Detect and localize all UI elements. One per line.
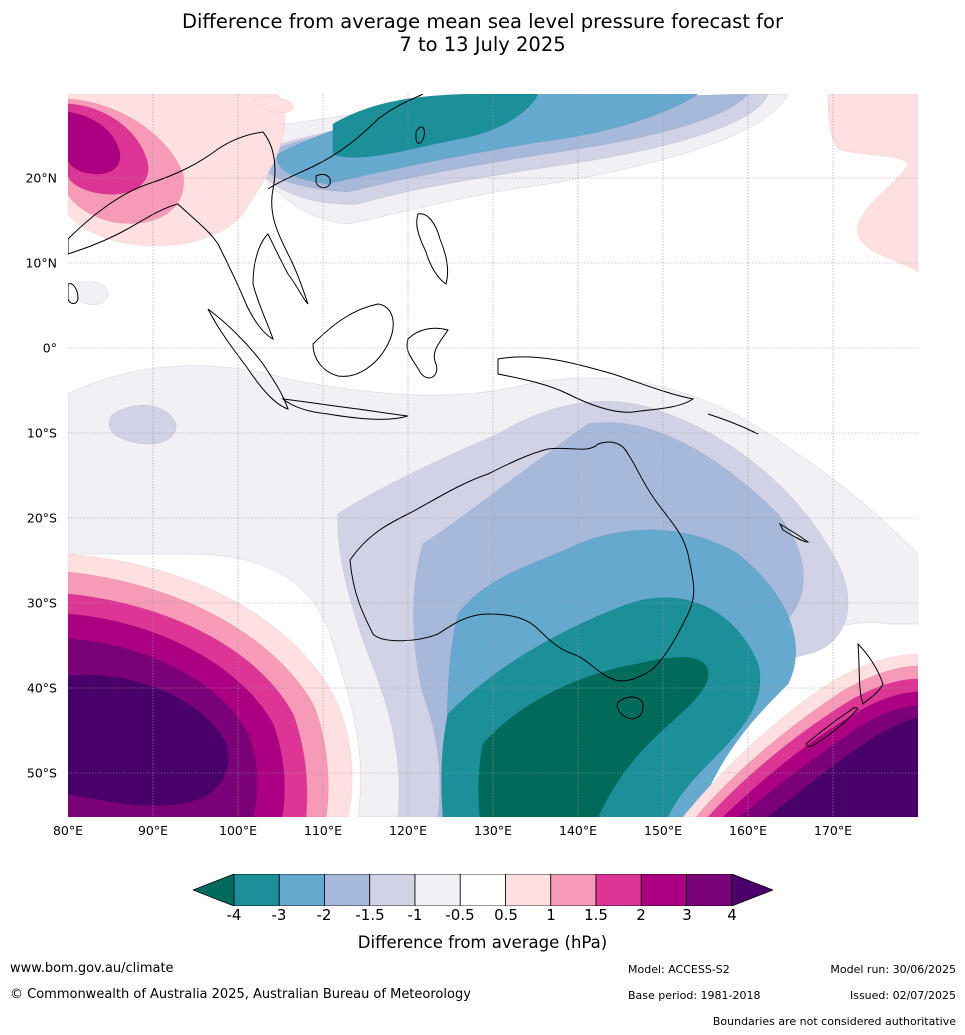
colorbar-cell-10 — [640, 874, 687, 906]
coastline-new-caledonia — [778, 522, 810, 543]
colorbar-tick-6: -0.5 — [445, 906, 475, 924]
colorbar-tick-12: 4 — [727, 906, 737, 924]
colorbar-cell-7 — [505, 874, 552, 906]
colorbar-tick-8: 1 — [546, 906, 556, 924]
anomaly-region-bay-of-bengal-small-05 — [252, 96, 294, 114]
coastline-solomon-islands — [707, 413, 759, 435]
lon-label-80e: 80°E — [52, 823, 84, 838]
colorbar — [193, 874, 773, 906]
colorbar-cell-1 — [233, 874, 280, 906]
colorbar-tick-5: -1 — [407, 906, 423, 924]
anomaly-region-tasman-minimum — [478, 657, 709, 817]
footer-disclaimer: Boundaries are not considered authoritat… — [712, 1015, 956, 1028]
colorbar-tick-9: 1.5 — [584, 906, 608, 924]
colorbar-extend-low — [193, 874, 235, 906]
anomaly-region-indian-ocean-small — [77, 281, 109, 305]
anomaly-region-bay-of-bengal-2 — [68, 111, 121, 175]
lon-label-140e: 140°E — [558, 823, 598, 838]
colorbar-tick-11: 3 — [682, 906, 692, 924]
anomaly-region-north-pacific-05 — [827, 94, 918, 273]
lon-label-150e: 150°E — [643, 823, 683, 838]
lon-label-160e: 160°E — [728, 823, 768, 838]
colorbar-cell-4 — [369, 874, 416, 906]
colorbar-cell-11 — [686, 874, 733, 906]
lon-label-90e: 90°E — [137, 823, 169, 838]
footer-base-period: Base period: 1981-2018 — [628, 989, 761, 1002]
coastline-sri-lanka — [68, 283, 79, 304]
lat-label-50s: 50°S — [26, 765, 57, 781]
anomaly-region-indian-ocean-patch — [108, 405, 177, 445]
lon-label-110e: 110°E — [303, 823, 343, 838]
title-line-1: Difference from average mean sea level p… — [182, 10, 783, 33]
lat-label-20n: 20°N — [25, 170, 57, 186]
map-title: Difference from average mean sea level p… — [0, 10, 965, 56]
lat-label-20s: 20°S — [26, 510, 57, 526]
colorbar-label: Difference from average (hPa) — [357, 933, 608, 952]
footer-website: www.bom.gov.au/climate — [10, 961, 174, 976]
lat-label-0: 0° — [42, 340, 57, 356]
colorbar-tick-2: -3 — [271, 906, 287, 924]
colorbar-tick-4: -1.5 — [355, 906, 385, 924]
lat-label-30s: 30°S — [26, 595, 57, 611]
coastlines — [68, 94, 884, 747]
anomaly-map — [68, 94, 918, 817]
colorbar-tick-3: -2 — [316, 906, 332, 924]
colorbar-cell-5 — [414, 874, 461, 906]
lon-label-170e: 170°E — [813, 823, 853, 838]
colorbar-cell-3 — [324, 874, 371, 906]
lat-label-10n: 10°N — [25, 255, 57, 271]
coastline-australia — [349, 441, 695, 682]
map-panel — [68, 94, 918, 817]
lat-label-40s: 40°S — [26, 680, 57, 696]
title-line-2: 7 to 13 July 2025 — [399, 33, 566, 56]
gridlines — [68, 94, 918, 817]
footer-issued: Issued: 02/07/2025 — [849, 989, 956, 1002]
coastline-china-east — [267, 94, 424, 190]
colorbar-cell-2 — [278, 874, 325, 906]
footer-model: Model: ACCESS-S2 — [628, 963, 730, 976]
colorbar-tick-1: -4 — [226, 906, 242, 924]
lat-label-10s: 10°S — [26, 425, 57, 441]
coastline-mainland-asia — [68, 131, 309, 340]
colorbar-extend-high — [731, 874, 773, 906]
lon-label-120e: 120°E — [388, 823, 428, 838]
lon-label-100e: 100°E — [218, 823, 258, 838]
footer-copyright: © Commonwealth of Australia 2025, Austra… — [10, 987, 471, 1002]
coastline-philippines — [416, 213, 449, 285]
footer-model-run: Model run: 30/06/2025 — [830, 963, 956, 976]
coastline-sumatra — [207, 308, 289, 410]
coastline-sulawesi — [406, 327, 449, 379]
coastline-borneo — [312, 303, 394, 377]
coastline-hainan — [315, 173, 331, 189]
coastline-taiwan — [415, 126, 425, 144]
colorbar-cell-6 — [459, 874, 506, 906]
anomaly-region-nz-high-4 — [767, 717, 918, 817]
coastline-new-zealand-south — [805, 707, 859, 747]
coastline-tasmania — [616, 696, 644, 720]
anomaly-region-taiwan-strait — [332, 94, 539, 158]
coastline-new-guinea — [497, 356, 695, 413]
colorbar-cell-9 — [595, 874, 642, 906]
colorbar-tick-7: 0.5 — [494, 906, 518, 924]
lon-label-130e: 130°E — [473, 823, 513, 838]
colorbar-cell-8 — [550, 874, 597, 906]
coastline-new-zealand-north — [857, 642, 884, 705]
colorbar-tick-10: 2 — [636, 906, 646, 924]
